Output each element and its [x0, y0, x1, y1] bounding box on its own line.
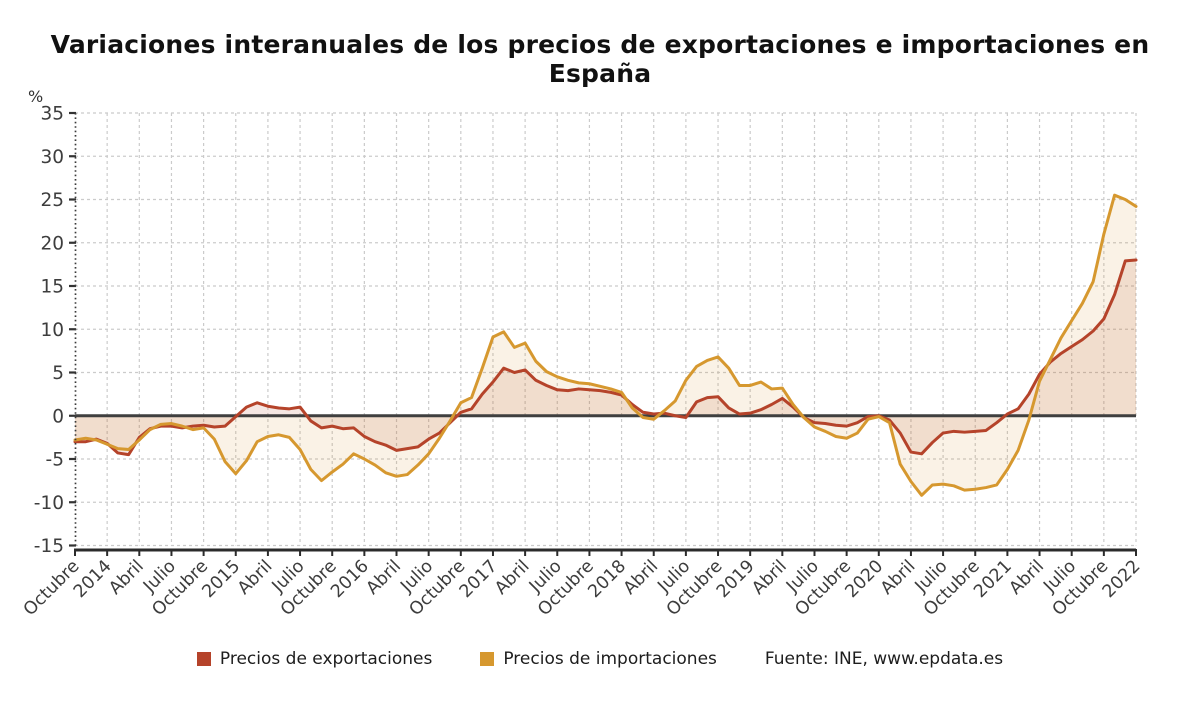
importaciones-legend-label: Precios de importaciones — [503, 649, 717, 669]
exportaciones-legend-label: Precios de exportaciones — [219, 649, 433, 669]
y-axis-unit-label: % — [28, 87, 44, 106]
line-importaciones — [73, 193, 1138, 497]
y-tick-label: -5 — [46, 450, 64, 471]
y-tick-label: 15 — [40, 277, 64, 298]
x-tick-label: Abril — [1006, 556, 1048, 598]
x-tick-label: Abril — [363, 556, 405, 598]
y-tick-label: 30 — [40, 147, 64, 168]
x-tick-label: 2022 — [1099, 556, 1145, 602]
x-tick-label: Abril — [748, 556, 790, 598]
x-tick-label: 2020 — [842, 556, 888, 602]
importaciones-swatch-icon — [480, 652, 495, 666]
area-importaciones — [75, 195, 1136, 496]
x-tick-label: Abril — [105, 556, 147, 598]
legend-item-exportaciones[interactable]: Precios de exportaciones — [196, 649, 433, 669]
y-tick-label: 10 — [40, 320, 64, 341]
x-tick-label: 2014 — [70, 556, 116, 602]
line-exportaciones — [73, 258, 1138, 457]
exportaciones-swatch-icon — [196, 652, 211, 666]
x-tick-label: 2019 — [713, 556, 759, 602]
y-tick-label: -10 — [34, 493, 64, 514]
x-tick-label: 2021 — [970, 556, 1016, 602]
y-tick-label: -15 — [34, 536, 64, 557]
page-title: Variaciones interanuales de los precios … — [50, 30, 1150, 88]
y-tick-label: 0 — [52, 406, 64, 427]
line-chart: 35302520151050-5-10-15Octubre2014AbrilJu… — [20, 104, 1145, 621]
x-tick-label: 2017 — [456, 556, 502, 602]
x-tick-label: Abril — [620, 556, 662, 598]
y-tick-label: 20 — [40, 233, 64, 254]
y-tick-label: 35 — [40, 104, 64, 125]
x-tick-label: 2015 — [199, 556, 245, 602]
x-tick-label: Abril — [877, 556, 919, 598]
x-tick-label: Abril — [491, 556, 533, 598]
legend: Precios de exportaciones Precios de impo… — [0, 649, 1200, 669]
y-tick-label: 25 — [40, 190, 64, 211]
y-tick-label: 5 — [52, 363, 64, 384]
source-text: Fuente: INE, www.epdata.es — [764, 649, 1004, 669]
x-tick-label: Abril — [234, 556, 276, 598]
x-tick-label: 2016 — [327, 556, 373, 602]
legend-item-importaciones[interactable]: Precios de importaciones — [480, 649, 717, 669]
x-tick-label: 2018 — [584, 556, 630, 602]
